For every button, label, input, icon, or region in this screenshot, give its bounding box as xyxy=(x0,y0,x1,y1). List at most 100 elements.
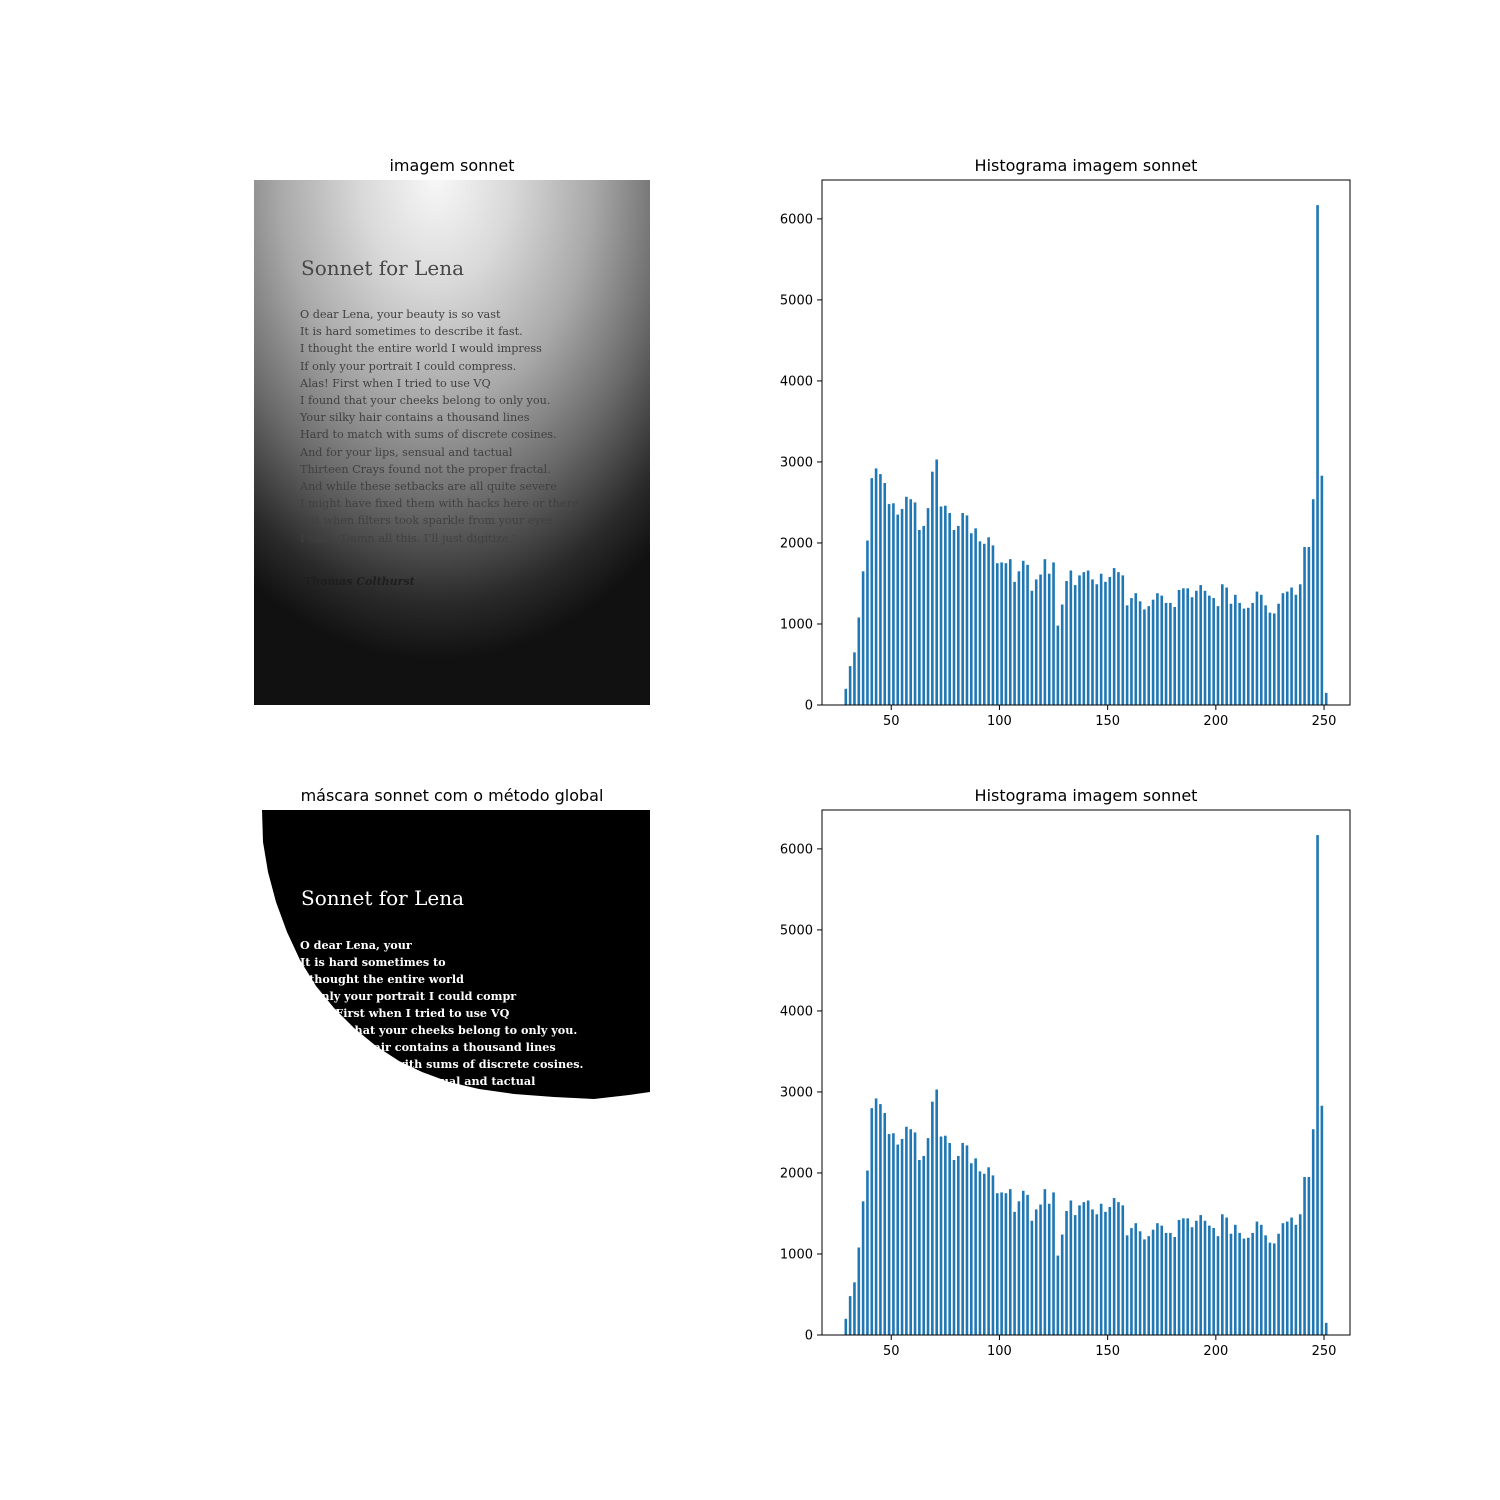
histogram-bar xyxy=(995,563,999,705)
x-tick-label: 100 xyxy=(987,714,1012,729)
histogram-bar xyxy=(1251,1232,1254,1335)
histogram-bar xyxy=(861,1201,865,1335)
histogram-bar xyxy=(961,1142,964,1335)
photo-poem-lines: O dear Lena, your beauty is so vast It is… xyxy=(300,306,578,547)
histogram-bar xyxy=(1021,1190,1025,1335)
histogram-bar xyxy=(1212,598,1215,705)
histogram-bar xyxy=(918,1160,921,1335)
histogram-bar xyxy=(1130,598,1133,705)
histogram-bar xyxy=(1000,1192,1003,1335)
histogram-bar xyxy=(896,1144,900,1335)
histogram-bar xyxy=(1229,603,1233,705)
histogram-bar xyxy=(1039,1204,1042,1335)
histogram-bar xyxy=(1052,1192,1055,1335)
histogram-bar xyxy=(1173,606,1177,705)
histogram-bar xyxy=(1303,547,1306,705)
histogram-bar xyxy=(1125,1235,1129,1335)
histogram-bar xyxy=(857,617,861,705)
histogram-bar xyxy=(870,1108,874,1335)
x-tick-label: 50 xyxy=(883,1344,900,1359)
histogram-title: Histograma imagem sonnet xyxy=(975,156,1198,175)
histogram-bar xyxy=(1008,1189,1012,1335)
histogram-bar xyxy=(913,1132,917,1335)
histogram-bar xyxy=(1078,575,1081,705)
histogram-bar xyxy=(1056,625,1060,705)
histogram-bar xyxy=(905,1126,908,1335)
mask-poem-line: If only your portrait I could compr xyxy=(300,989,517,1003)
histogram-bar xyxy=(1017,1201,1021,1335)
photo-poem-line: Alas! First when I tried to use VQ xyxy=(300,376,491,390)
histogram-bar xyxy=(952,1160,956,1335)
histogram-bar xyxy=(1026,1194,1029,1335)
x-tick-label: 250 xyxy=(1312,714,1337,729)
histogram-bar xyxy=(874,1098,878,1335)
photo-poem-author: Thomas Colthurst xyxy=(304,575,415,588)
photo-poem-line: It is hard sometimes to describe it fast… xyxy=(300,325,523,339)
histogram-bar xyxy=(1173,1236,1177,1335)
histogram-bar xyxy=(1156,593,1159,705)
histogram-bar xyxy=(1026,564,1029,705)
histogram-bar xyxy=(892,1133,895,1335)
histogram-bar xyxy=(1190,597,1194,705)
histogram-bar xyxy=(1285,1221,1289,1335)
y-tick-label: 5000 xyxy=(780,293,813,308)
photo-poem-line: And while these setbacks are all quite s… xyxy=(300,480,557,494)
histogram-bar xyxy=(1199,1215,1202,1335)
histogram-bar xyxy=(1065,581,1068,705)
histogram-bar xyxy=(1117,1202,1120,1335)
histogram-bar xyxy=(1316,205,1319,706)
histogram-bar xyxy=(1242,1238,1246,1335)
histogram-bar xyxy=(935,1089,938,1335)
histogram-bar xyxy=(1112,568,1116,705)
histogram-bar xyxy=(1281,1223,1285,1335)
photo-poem-line: And for your lips, sensual and tactual xyxy=(300,445,513,459)
histogram-bar xyxy=(1285,591,1289,705)
mask-poem-lines: O dear Lena, your It is hard sometimes to… xyxy=(300,937,583,1090)
histogram-bar xyxy=(1216,606,1220,705)
histogram-bar xyxy=(1125,605,1129,705)
histogram-bar xyxy=(1264,605,1267,705)
histogram-bar xyxy=(918,530,921,705)
histogram-bar xyxy=(1073,585,1077,705)
histogram-bar xyxy=(931,1101,934,1335)
histogram-bar xyxy=(1017,571,1021,705)
mask-poem-title: Sonnet for Lena xyxy=(301,886,465,910)
histogram-bar xyxy=(970,1163,973,1335)
histogram-bar xyxy=(900,508,904,705)
histogram-bar xyxy=(1108,1206,1112,1335)
mask-poem-line: Hard to match with sums of discrete cosi… xyxy=(300,1057,584,1071)
histogram-bar xyxy=(1091,1209,1094,1335)
histogram-bar xyxy=(944,1135,947,1335)
histogram-bar xyxy=(1078,1205,1081,1335)
histogram-bar xyxy=(870,478,874,705)
mask-poem-line: O dear Lena, your xyxy=(300,938,412,952)
histogram-bar xyxy=(1147,1236,1151,1335)
histogram-bar xyxy=(1281,593,1285,705)
histogram-bar xyxy=(1034,579,1038,705)
histogram-bar xyxy=(1294,1224,1298,1335)
x-tick-label: 100 xyxy=(987,1344,1012,1359)
histogram-bar xyxy=(844,688,848,705)
histogram-bar xyxy=(965,515,969,705)
histogram-bar xyxy=(1208,595,1211,705)
x-tick-label: 50 xyxy=(883,714,900,729)
histogram-bar xyxy=(1216,1236,1220,1335)
histogram-bar xyxy=(1169,1232,1172,1335)
histogram-bar xyxy=(1056,1255,1060,1335)
histogram-bar xyxy=(1013,581,1016,705)
histogram-bar xyxy=(926,508,930,705)
histogram-bar xyxy=(939,1136,943,1335)
histogram-bar xyxy=(1004,563,1008,705)
histogram-bar xyxy=(982,1173,986,1335)
histogram-bar xyxy=(887,1134,891,1335)
x-tick-label: 250 xyxy=(1312,1344,1337,1359)
histogram-bar xyxy=(978,1171,982,1335)
histogram-bar xyxy=(887,504,891,705)
mask-poem-line: I found that your cheeks belong to only … xyxy=(300,1023,578,1037)
histogram-bar xyxy=(1095,584,1099,705)
histogram-bar xyxy=(848,1296,852,1335)
histogram-bar xyxy=(909,1129,913,1335)
histogram-bar xyxy=(1138,601,1142,705)
histogram-bar xyxy=(961,512,964,705)
y-tick-label: 6000 xyxy=(780,842,813,857)
